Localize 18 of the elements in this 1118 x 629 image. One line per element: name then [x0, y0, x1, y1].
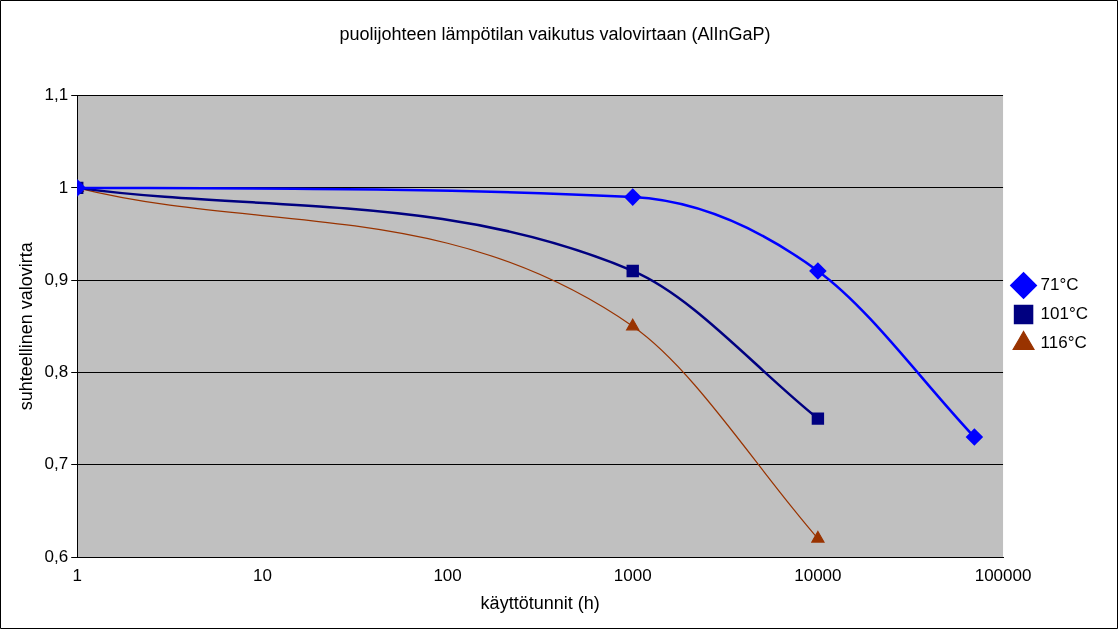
x-tick-label: 1000 [613, 565, 652, 585]
chart-title: puolijohteen lämpötilan vaikutus valovirtaan (AlInGaP) [339, 23, 771, 44]
legend-label: 71°C [1040, 275, 1079, 295]
y-tick-label: 0,7 [44, 454, 69, 474]
y-tick-label: 0,8 [44, 362, 69, 382]
x-tick-label: 10000 [794, 565, 842, 585]
x-tick-label: 1 [72, 565, 82, 585]
y-tick-label: 1 [58, 177, 69, 197]
y-tick-label: 0,9 [44, 269, 69, 289]
legend-label: 101°C [1040, 304, 1089, 324]
y-tick-label: 0,6 [44, 546, 69, 566]
legend-label: 116°C [1040, 333, 1087, 353]
x-tick-label: 100 [433, 565, 462, 585]
y-tick-label: 1,1 [44, 85, 69, 105]
x-tick-label: 10 [252, 565, 272, 585]
x-tick-label: 100000 [974, 565, 1032, 585]
y-axis-title: suhteellinen valovirta [15, 241, 36, 411]
x-axis-title: käyttötunnit (h) [480, 593, 600, 614]
